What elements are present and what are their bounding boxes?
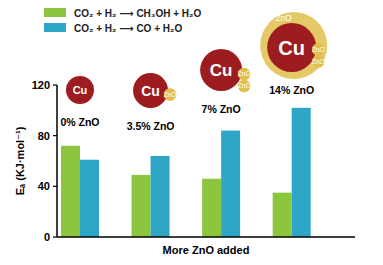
cu-particle — [267, 23, 316, 72]
category-label: 14% ZnO — [269, 84, 314, 96]
category-label: 7% ZnO — [202, 103, 241, 115]
x-axis — [57, 236, 355, 238]
legend-swatch — [44, 8, 66, 17]
bar — [221, 131, 240, 237]
category-label: 0% ZnO — [60, 116, 99, 128]
y-tick — [53, 135, 57, 136]
chart: 0 40 80 120 Eₐ (KJ·mol⁻¹) More ZnO added CO₂ +… — [0, 0, 383, 265]
legend-label: CO₂ + H₂ ⟶ CO + H₂O — [74, 23, 182, 34]
legend-swatch — [44, 23, 66, 32]
bar — [292, 108, 311, 237]
y-tick-label: 40 — [38, 180, 50, 192]
zno-particle — [164, 88, 177, 101]
y-axis — [56, 85, 58, 237]
category-label: 3.5% ZnO — [127, 120, 175, 132]
cu-label: Cu — [73, 84, 88, 96]
y-tick-label: 120 — [32, 79, 50, 91]
cu-label: Cu — [210, 61, 233, 80]
cu-particle — [200, 49, 242, 91]
chart-svg: 0 40 80 120 Eₐ (KJ·mol⁻¹) More ZnO added CO₂ +… — [0, 0, 383, 265]
legend-label: CO₂ + H₂ ⟶ CH₃OH + H₂O — [74, 8, 202, 19]
zno-label: ZnO — [238, 70, 251, 77]
zno-particle — [312, 43, 325, 56]
x-axis-label: More ZnO added — [163, 244, 250, 256]
bar — [80, 160, 99, 237]
zno-particle — [238, 80, 251, 93]
y-tick-label: 80 — [38, 130, 50, 142]
cu-label: Cu — [278, 37, 305, 59]
y-tick — [53, 236, 57, 237]
y-tick-label: 0 — [44, 231, 50, 243]
bar — [151, 156, 170, 237]
zno-label: ZnO — [276, 14, 292, 23]
bar — [61, 146, 80, 237]
zno-label: ZnO — [312, 58, 325, 65]
bar — [132, 175, 151, 237]
y-tick — [53, 84, 57, 85]
cu-particle — [66, 76, 94, 104]
bars — [61, 108, 311, 237]
cu-label: Cu — [141, 83, 160, 99]
bar — [202, 179, 221, 237]
zno-particle — [312, 55, 325, 68]
y-axis-label: Eₐ (KJ·mol⁻¹) — [14, 126, 26, 195]
zno-label: ZnO — [164, 91, 177, 98]
zno-particle — [238, 68, 251, 81]
zno-shell — [260, 12, 327, 79]
zno-label: ZnO — [312, 46, 325, 53]
zno-label: ZnO — [238, 82, 251, 89]
bar — [273, 193, 292, 237]
y-tick — [53, 186, 57, 187]
